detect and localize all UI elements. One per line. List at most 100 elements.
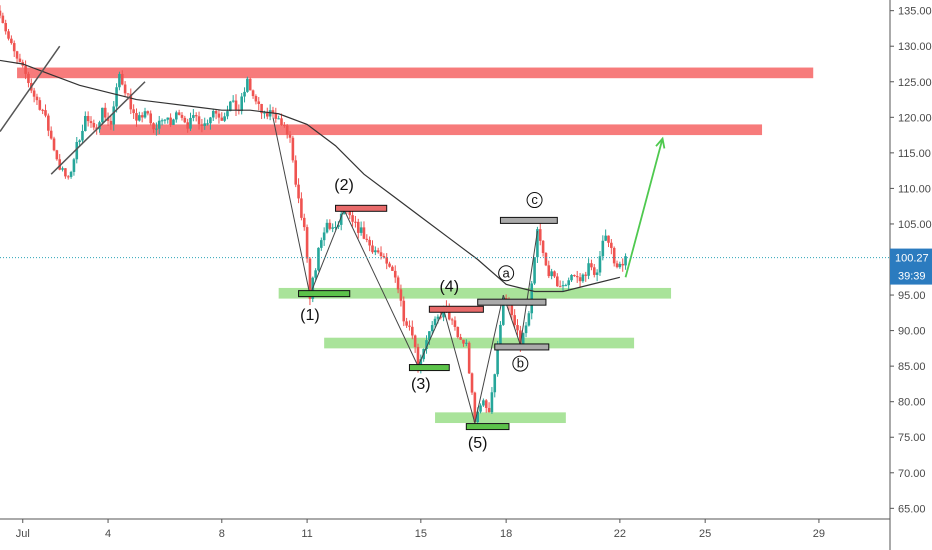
pivot-marker-2 (335, 204, 388, 212)
wave-label-5: (5) (468, 435, 488, 452)
x-tick-label-1: 4 (105, 528, 111, 540)
candle-body-15 (41, 109, 44, 111)
candle-body-111 (314, 270, 317, 278)
candle-body-69 (194, 115, 198, 117)
letter-circle-a (498, 265, 515, 282)
candle-body-55 (155, 128, 158, 130)
candle-body-186 (527, 313, 531, 326)
candle-body-52 (146, 111, 150, 114)
y-tick-label-13: 70.00 (898, 468, 926, 480)
candle-body-59 (166, 117, 170, 120)
candle-body-206 (584, 274, 588, 276)
candle-body-2 (4, 23, 7, 32)
candle-body-169 (479, 405, 482, 412)
candle-body-76 (214, 110, 218, 114)
candle-body-72 (203, 123, 207, 126)
candle-body-217 (615, 263, 619, 268)
candle-body-173 (490, 392, 494, 413)
y-tick-label-3: 120.00 (898, 112, 932, 124)
candle-body-93 (263, 112, 266, 114)
candle-body-20 (55, 150, 59, 160)
y-tick-label-1: 130.00 (898, 41, 932, 53)
candle-body-192 (544, 252, 548, 266)
letter-circle-b (512, 355, 529, 372)
pivot-marker-4 (428, 305, 484, 313)
candle-body-133 (376, 250, 380, 253)
candle-body-25 (69, 171, 73, 177)
candle-body-137 (388, 263, 391, 267)
candle-body-30 (84, 115, 87, 131)
candle-body-18 (49, 130, 53, 139)
candle-body-103 (291, 137, 295, 161)
y-tick-label-11: 80.00 (898, 397, 926, 409)
y-tick-label-2: 125.00 (898, 77, 932, 89)
candle-body-143 (405, 321, 408, 326)
candle-body-115 (325, 222, 329, 233)
candle-body-118 (334, 227, 337, 229)
candle-body-209 (592, 267, 596, 275)
candle-body-17 (47, 115, 50, 131)
x-tick-label-0: Jul (16, 528, 30, 540)
candle-body-106 (300, 198, 303, 218)
candle-body-112 (317, 247, 320, 271)
moving-average-line (0, 59, 621, 293)
candle-body-49 (138, 115, 141, 121)
candle-body-78 (220, 117, 224, 121)
candle-body-199 (564, 285, 568, 287)
candle-body-70 (197, 116, 201, 125)
candle-body-40 (112, 106, 116, 125)
price-tag-value: 100.27 (895, 253, 929, 265)
candle-body-92 (260, 104, 263, 114)
candle-body-65 (183, 117, 187, 123)
x-tick-label-7: 25 (699, 528, 711, 540)
candle-body-166 (470, 373, 474, 393)
candle-body-39 (109, 120, 113, 125)
candle-body-48 (135, 113, 138, 121)
candle-body-181 (513, 315, 516, 326)
letter-label-c: c (531, 192, 538, 207)
candle-body-145 (411, 326, 414, 336)
candle-body-152 (430, 325, 434, 332)
candle-body-109 (308, 258, 312, 299)
candle-body-6 (15, 51, 19, 59)
moving-average-layer (0, 59, 621, 293)
candle-body-140 (396, 277, 400, 290)
candle-body-218 (618, 263, 622, 268)
candle-body-42 (118, 74, 121, 88)
candle-body-36 (101, 107, 104, 123)
projection-arrow-line (624, 138, 664, 278)
candle-body-73 (206, 123, 209, 125)
candle-body-195 (553, 271, 556, 277)
candle-body-96 (271, 110, 275, 114)
candle-body-3 (7, 31, 10, 39)
candle-body-56 (157, 120, 161, 129)
candle-body-153 (433, 318, 437, 326)
candle-body-74 (209, 117, 212, 124)
candle-body-191 (541, 240, 545, 253)
candle-body-81 (229, 101, 232, 112)
candle-body-9 (24, 65, 27, 74)
candle-body-31 (86, 115, 90, 122)
y-tick-label-9: 90.00 (898, 326, 926, 338)
candle-body-180 (510, 305, 514, 316)
pivot-marker-1 (298, 290, 351, 298)
wave-line-1 (272, 117, 311, 296)
wave-line-6 (474, 294, 504, 424)
candle-body-144 (408, 325, 411, 327)
candle-body-214 (607, 235, 610, 243)
candle-body-24 (66, 176, 70, 178)
price-tag-box (890, 248, 932, 285)
candle-body-141 (399, 289, 403, 301)
y-tick-label-10: 85.00 (898, 361, 926, 373)
candle-body-97 (274, 113, 278, 119)
candle-body-94 (265, 112, 269, 117)
candle-body-138 (391, 266, 394, 271)
candle-body-128 (362, 227, 366, 239)
candle-body-58 (163, 119, 167, 121)
candle-body-29 (81, 130, 84, 141)
x-tick-label-8: 29 (813, 528, 825, 540)
candle-body-134 (379, 252, 383, 257)
wave-line-4 (417, 309, 445, 367)
candle-body-167 (473, 392, 477, 423)
